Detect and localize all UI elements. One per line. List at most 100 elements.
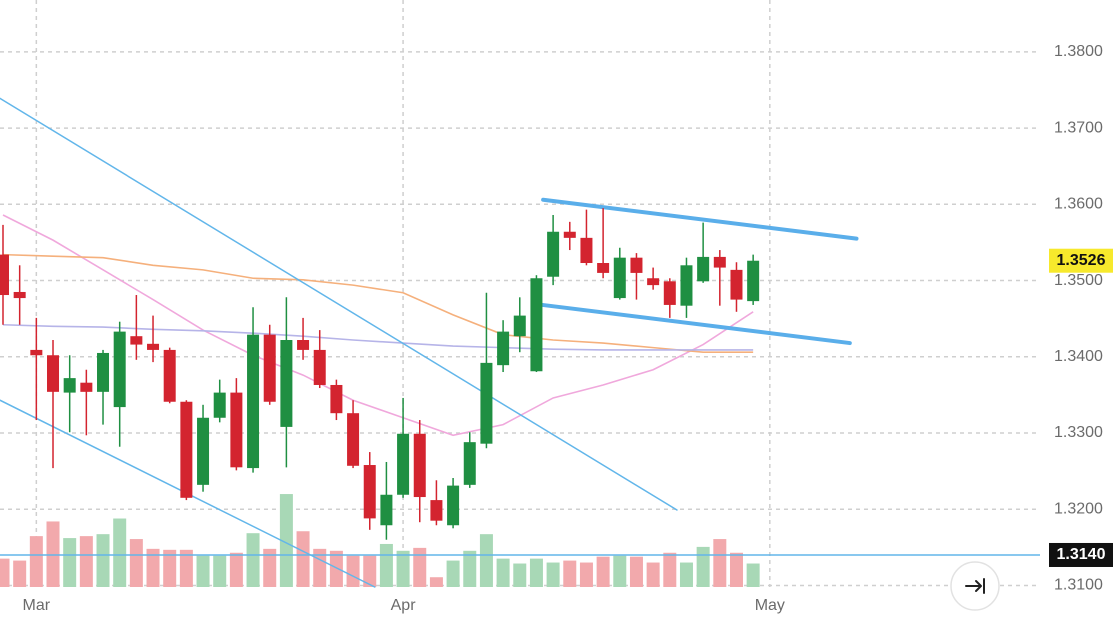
volume-bar [496, 558, 510, 587]
candle-body [413, 433, 426, 498]
volume-bar [213, 555, 227, 587]
candle-layer [0, 208, 760, 540]
candle-body [213, 392, 226, 418]
candle-body [130, 336, 143, 345]
volume-bar [429, 577, 443, 587]
volume-bar [579, 562, 593, 587]
y-tick-label: 1.3600 [1054, 196, 1103, 213]
candle-body [447, 485, 460, 526]
volume-bar [346, 555, 360, 587]
volume-bar [29, 536, 43, 587]
candle-body [580, 237, 593, 264]
candle-body [313, 349, 326, 385]
volume-bar [296, 531, 310, 587]
volume-layer [0, 494, 760, 587]
y-tick-label: 1.3800 [1054, 43, 1103, 60]
x-tick-label: Mar [23, 597, 51, 614]
candle-body [747, 260, 760, 302]
candle-body [563, 231, 576, 238]
volume-bar [246, 533, 260, 587]
candle-body [13, 291, 26, 299]
candle-body [330, 384, 343, 414]
candle-body [547, 231, 560, 277]
candle-body [380, 494, 393, 526]
y-tick-label: 1.3200 [1054, 500, 1103, 517]
candle-body [497, 331, 510, 366]
candle-body [680, 265, 693, 306]
trendline [0, 97, 678, 511]
volume-bar [563, 560, 577, 587]
volume-bar [179, 549, 193, 587]
trendline [534, 302, 852, 346]
volume-bar [646, 562, 660, 587]
candle-body [113, 331, 126, 408]
volume-bar [146, 548, 160, 587]
volume-bar [629, 556, 643, 587]
level-label-box [1049, 542, 1113, 567]
candle-body [480, 362, 493, 444]
button-icon[interactable] [965, 578, 985, 594]
candle-body [713, 256, 726, 268]
volume-bar [363, 555, 377, 587]
grid [0, 0, 1040, 587]
volume-bar [396, 550, 410, 587]
volume-bar [63, 538, 77, 587]
volume-bar [329, 550, 343, 587]
candle-body [297, 340, 310, 350]
candle-body [80, 382, 93, 392]
volume-bar [113, 518, 127, 587]
candle-body [163, 349, 176, 402]
candle-body [180, 401, 193, 498]
y-tick-label: 1.3700 [1054, 119, 1103, 136]
candle-body [0, 254, 9, 296]
candle-body [630, 257, 643, 273]
level-label: 1.3140 [1057, 546, 1106, 563]
volume-bar [196, 555, 210, 587]
scroll-to-latest-button[interactable] [950, 561, 1000, 611]
trendline [541, 197, 859, 241]
candle-body [280, 340, 293, 427]
candle-body [263, 334, 276, 402]
volume-bar [529, 558, 543, 587]
candle-body [247, 334, 260, 469]
candle-body [97, 352, 110, 392]
y-tick-label: 1.3400 [1054, 348, 1103, 365]
y-tick-label: 1.3300 [1054, 424, 1103, 441]
volume-bar [713, 539, 727, 587]
candle-body [47, 355, 60, 392]
candle-body [697, 256, 710, 282]
candle-body [463, 442, 476, 485]
candle-body [63, 378, 76, 393]
x-tick-label: Apr [391, 597, 417, 614]
volume-bar [46, 521, 60, 587]
candle-body [430, 500, 443, 521]
moving-average-line [2, 214, 754, 437]
volume-bar [546, 562, 560, 587]
volume-bar [729, 552, 743, 587]
y-tick-label: 1.3500 [1054, 272, 1103, 289]
volume-bar [696, 546, 710, 587]
axis: 1.3100 1.3200 1.3300 1.3400 1.3500 1.3600 1.37… [23, 43, 1113, 614]
volume-bar [163, 549, 177, 587]
candle-body [147, 343, 160, 350]
candle-body [647, 278, 660, 286]
candle-body [347, 413, 360, 466]
volume-bar [596, 556, 610, 587]
price-label: 1.3526 [1057, 252, 1106, 269]
candle-body [530, 278, 543, 372]
volume-bar [613, 555, 627, 587]
volume-bar [746, 563, 760, 587]
volume-bar [463, 550, 477, 587]
moving-average-line [2, 253, 754, 353]
volume-bar [379, 543, 393, 587]
candle-body [513, 315, 526, 337]
volume-bar [279, 494, 293, 587]
y-tick-label: 1.3100 [1054, 577, 1103, 594]
candle-body [197, 417, 210, 485]
candle-body [230, 392, 243, 468]
indicator-layer [0, 97, 1040, 588]
volume-bar [0, 558, 10, 587]
volume-bar [229, 552, 243, 587]
volume-bar [13, 560, 27, 587]
